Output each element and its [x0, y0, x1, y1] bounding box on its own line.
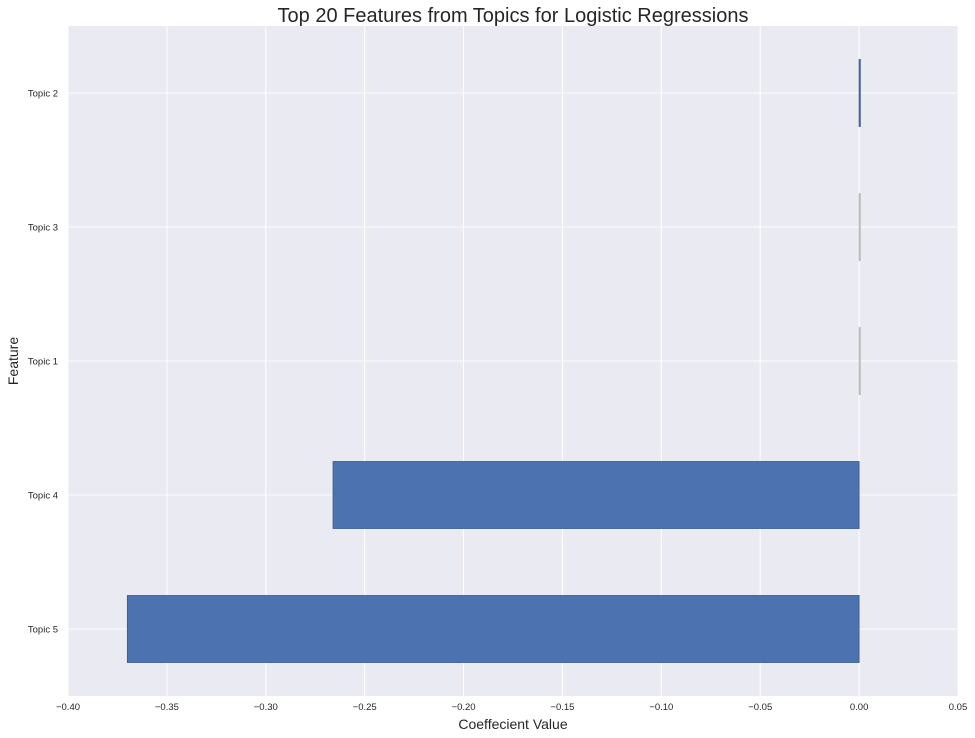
x-tick-label: −0.25 — [353, 702, 377, 713]
y-tick-labels: Topic 2 Topic 3 Topic 1 Topic 4 Topic 5 — [28, 89, 58, 636]
x-tick-label: −0.30 — [254, 702, 278, 713]
chart-title: Top 20 Features from Topics for Logistic… — [278, 5, 749, 27]
x-tick-label: −0.05 — [748, 702, 772, 713]
x-tick-label: 0.00 — [850, 702, 869, 713]
x-tick-label: 0.05 — [949, 702, 968, 713]
bar-topic-2 — [858, 59, 861, 127]
x-tick-label: −0.40 — [56, 702, 80, 713]
bar-topic-3 — [858, 193, 861, 261]
y-tick-label: Topic 2 — [28, 89, 58, 100]
y-tick-label: Topic 1 — [28, 357, 58, 368]
y-tick-label: Topic 4 — [28, 491, 58, 502]
bars — [126, 59, 861, 663]
x-tick-label: −0.15 — [550, 702, 574, 713]
x-tick-label: −0.10 — [649, 702, 673, 713]
y-tick-label: Topic 3 — [28, 223, 58, 234]
x-tick-label: −0.20 — [452, 702, 476, 713]
y-tick-label: Topic 5 — [28, 625, 58, 636]
y-axis-label: Feature — [5, 337, 21, 385]
bar-topic-5 — [126, 595, 860, 663]
bar-topic-1 — [858, 327, 861, 395]
x-tick-label: −0.35 — [155, 702, 179, 713]
x-axis-label: Coeffecient Value — [458, 716, 567, 732]
x-tick-labels: −0.40 −0.35 −0.30 −0.25 −0.20 −0.15 −0.10 −0.05… — [56, 702, 967, 713]
bar-topic-4 — [332, 461, 860, 529]
